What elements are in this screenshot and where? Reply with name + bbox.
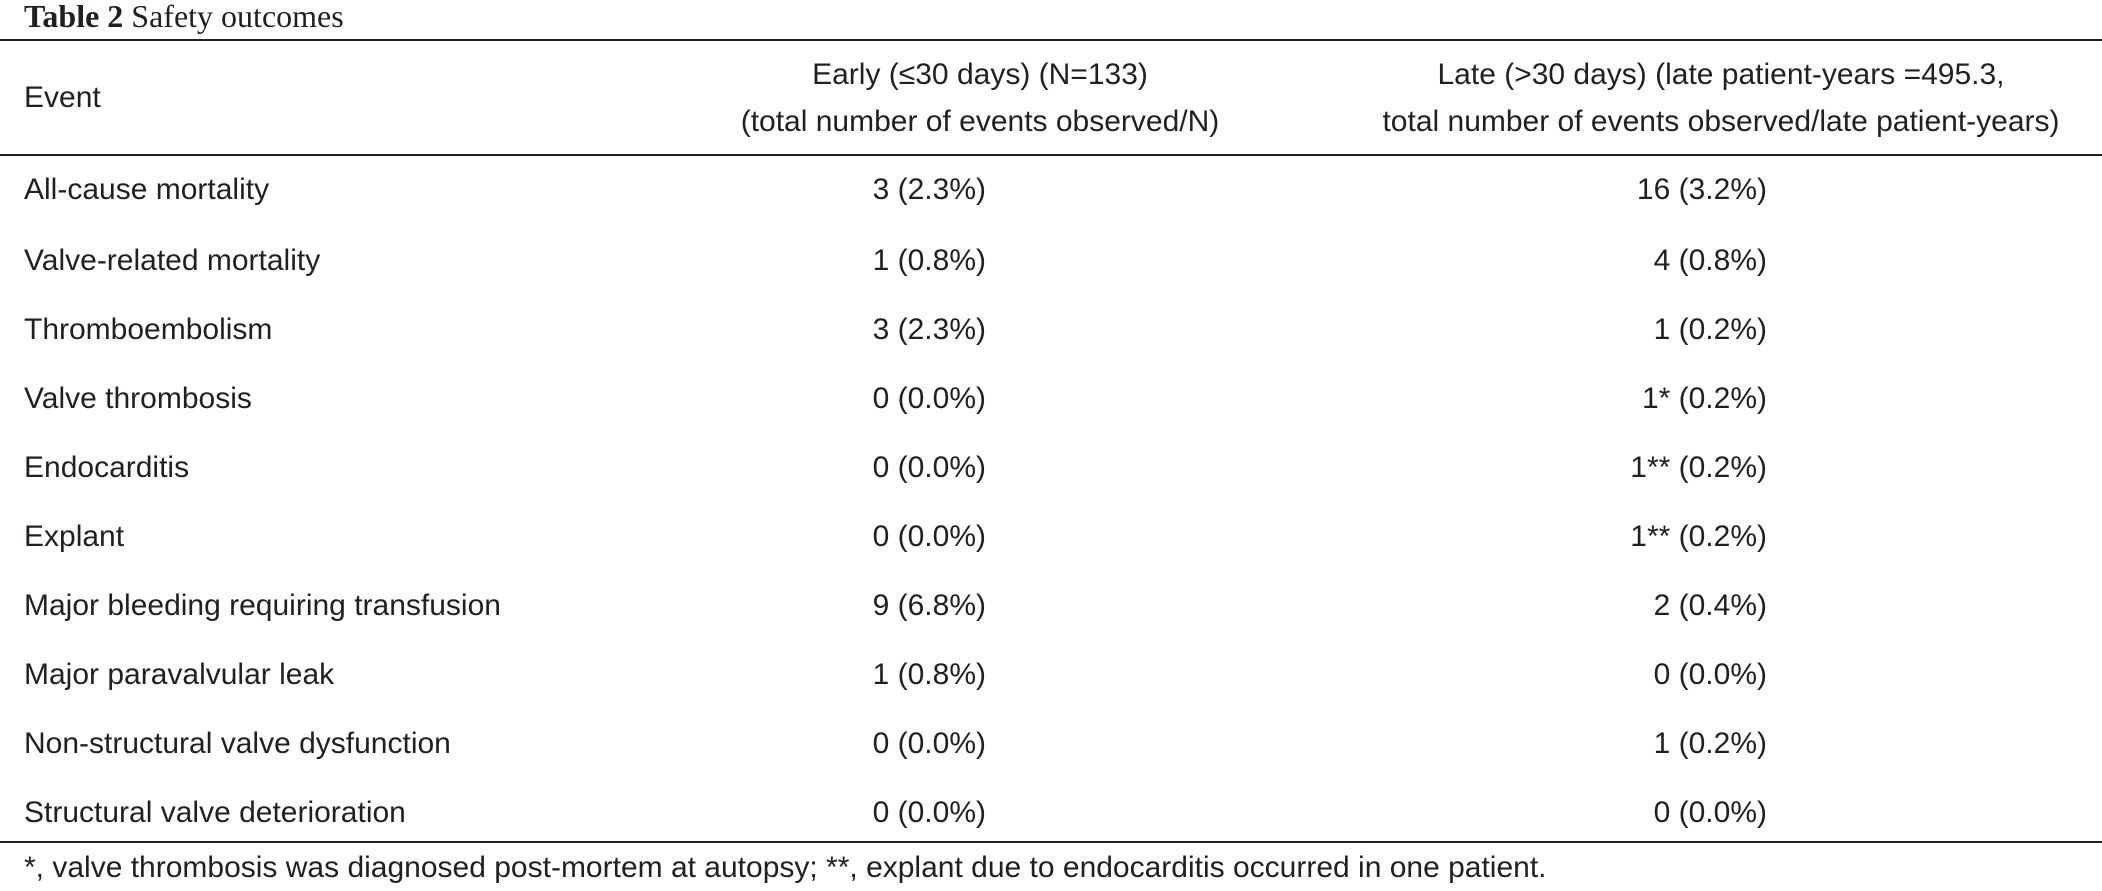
- early-cell: 3 (2.3%): [872, 173, 986, 206]
- table-row: Valve thrombosis 0 (0.0%) 1* (0.2%): [0, 364, 2102, 433]
- table-row: Major bleeding requiring transfusion 9 (…: [0, 571, 2102, 640]
- bottom-rule: [0, 841, 2102, 843]
- table-caption-title: Safety outcomes: [131, 0, 344, 34]
- late-cell: 0 (0.0%): [1653, 657, 1767, 691]
- early-cell: 1 (0.8%): [872, 657, 986, 691]
- column-header-early-line1: Early (≤30 days) (N=133): [812, 57, 1148, 91]
- event-cell: Structural valve deterioration: [24, 795, 406, 829]
- table-footnote: *, valve thrombosis was diagnosed post-m…: [24, 851, 1547, 884]
- event-cell: Valve thrombosis: [24, 381, 252, 415]
- header-rule: [0, 154, 2102, 156]
- column-header-late: Late (>30 days) (late patient-years =495…: [1340, 41, 2102, 154]
- early-cell: 3 (2.3%): [872, 312, 986, 346]
- event-cell: All-cause mortality: [24, 173, 270, 206]
- early-cell: 0 (0.0%): [872, 381, 986, 415]
- late-cell: 1** (0.2%): [1630, 519, 1767, 553]
- late-cell: 1 (0.2%): [1653, 726, 1767, 760]
- late-cell: 1 (0.2%): [1653, 312, 1767, 346]
- event-cell: Endocarditis: [24, 450, 190, 484]
- late-cell: 16 (3.2%): [1636, 173, 1767, 206]
- table-row: Thromboembolism 3 (2.3%) 1 (0.2%): [0, 295, 2102, 364]
- late-cell: 2 (0.4%): [1653, 588, 1767, 622]
- event-cell: Major paravalvular leak: [24, 657, 335, 691]
- event-cell: Thromboembolism: [24, 312, 273, 346]
- table-row: Structural valve deterioration 0 (0.0%) …: [0, 778, 2102, 847]
- top-rule: [0, 39, 2102, 41]
- table-caption-label: Table 2: [24, 0, 124, 34]
- column-header-early: Early (≤30 days) (N=133) (total number o…: [620, 41, 1340, 154]
- late-cell: 0 (0.0%): [1653, 795, 1767, 829]
- early-cell: 9 (6.8%): [872, 588, 986, 622]
- late-cell: 4 (0.8%): [1653, 243, 1767, 277]
- table-row: All-cause mortality 3 (2.3%) 16 (3.2%): [0, 154, 2102, 226]
- event-cell: Explant: [24, 519, 125, 553]
- table-row: Valve-related mortality 1 (0.8%) 4 (0.8%…: [0, 226, 2102, 295]
- late-cell: 1* (0.2%): [1641, 381, 1767, 415]
- safety-outcomes-table: Event Early (≤30 days) (N=133) (total nu…: [0, 41, 2102, 847]
- event-cell: Valve-related mortality: [24, 243, 321, 277]
- early-cell: 0 (0.0%): [872, 726, 986, 760]
- column-header-late-line1: Late (>30 days) (late patient-years =495…: [1437, 57, 2005, 91]
- early-cell: 0 (0.0%): [872, 795, 986, 829]
- early-cell: 0 (0.0%): [872, 519, 986, 553]
- column-header-late-line2: total number of events observed/late pat…: [1382, 104, 2060, 138]
- table-row: Major paravalvular leak 1 (0.8%) 0 (0.0%…: [0, 640, 2102, 709]
- table-header-row: Event Early (≤30 days) (N=133) (total nu…: [0, 41, 2102, 154]
- table-row: Explant 0 (0.0%) 1** (0.2%): [0, 502, 2102, 571]
- event-cell: Non-structural valve dysfunction: [24, 726, 451, 760]
- table-row: Endocarditis 0 (0.0%) 1** (0.2%): [0, 433, 2102, 502]
- event-cell: Major bleeding requiring transfusion: [24, 588, 501, 622]
- table-row: Non-structural valve dysfunction 0 (0.0%…: [0, 709, 2102, 778]
- early-cell: 0 (0.0%): [872, 450, 986, 484]
- early-cell: 1 (0.8%): [872, 243, 986, 277]
- late-cell: 1** (0.2%): [1630, 450, 1767, 484]
- column-header-event: Event: [24, 80, 101, 114]
- table-caption: Table 2 Safety outcomes: [24, 0, 344, 38]
- column-header-early-line2: (total number of events observed/N): [740, 104, 1220, 138]
